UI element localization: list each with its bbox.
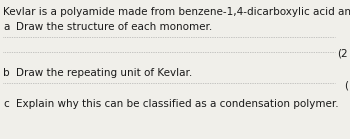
Text: Explain why this can be classified as a condensation polymer.: Explain why this can be classified as a … bbox=[16, 99, 339, 109]
Text: a: a bbox=[3, 22, 9, 32]
Text: (2: (2 bbox=[337, 49, 348, 59]
Text: Draw the structure of each monomer.: Draw the structure of each monomer. bbox=[16, 22, 212, 32]
Text: c: c bbox=[3, 99, 9, 109]
Text: Draw the repeating unit of Kevlar.: Draw the repeating unit of Kevlar. bbox=[16, 68, 192, 78]
Text: b: b bbox=[3, 68, 10, 78]
Text: (: ( bbox=[344, 80, 348, 90]
Text: Kevlar is a polyamide made from benzene-1,4-dicarboxylic acid and 1,4-diaminoben: Kevlar is a polyamide made from benzene-… bbox=[3, 7, 350, 17]
